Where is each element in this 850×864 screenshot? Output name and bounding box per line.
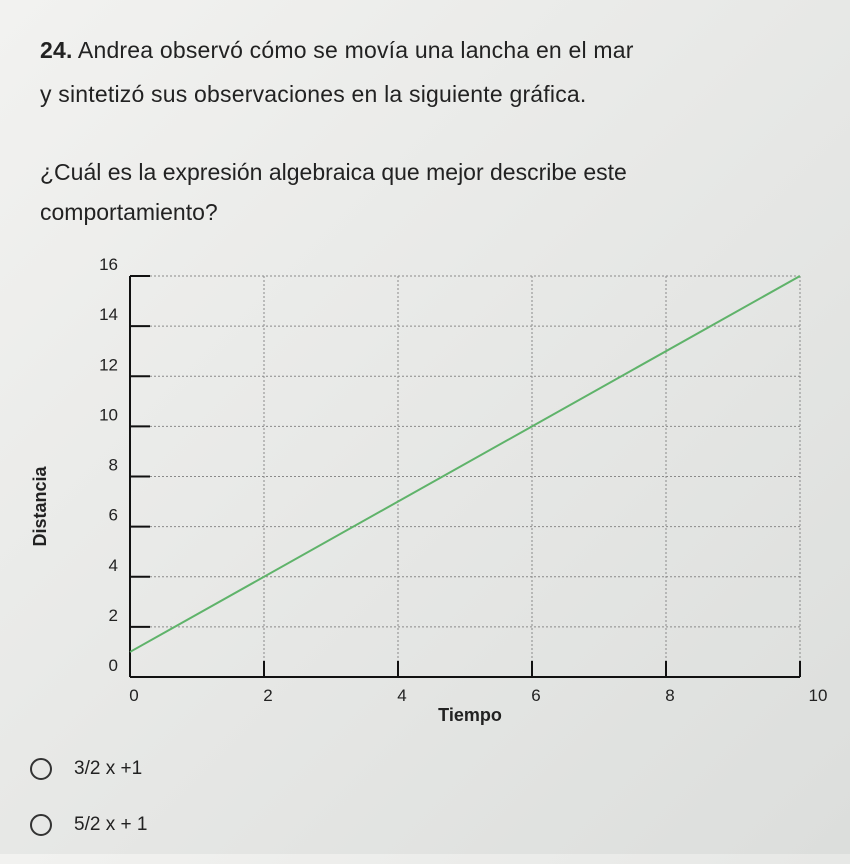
x-tick-label: 10	[809, 686, 828, 705]
question-number: 24.	[40, 37, 73, 63]
option-a-label: 3/2 x +1	[74, 758, 143, 779]
answer-options: 3/2 x +1 5/2 x + 1	[30, 752, 147, 864]
radio-button-b[interactable]	[30, 814, 52, 836]
option-b-label: 5/2 x + 1	[74, 814, 148, 835]
y-tick-label: 10	[99, 405, 118, 424]
distance-time-chart: 0 2 4 6 8 10 12 14 16 0 2 4 6 8 10 Tiempo Distancia	[30, 255, 828, 725]
x-tick-label: 2	[263, 686, 272, 705]
y-axis-label: Distancia	[30, 466, 50, 547]
y-tick-label: 12	[99, 355, 118, 374]
question-line-2: y sintetizó sus observaciones en la sigu…	[40, 81, 587, 107]
x-tick-label: 6	[531, 686, 540, 705]
y-tick-label: 16	[99, 255, 118, 274]
y-tick-label: 4	[109, 556, 118, 575]
radio-button-a[interactable]	[30, 758, 52, 780]
y-tick-label: 0	[109, 656, 118, 675]
series-line-1	[129, 275, 801, 653]
x-axis-label: Tiempo	[438, 705, 502, 725]
y-tick-label: 8	[109, 456, 118, 475]
y-tick-label: 14	[99, 305, 118, 324]
x-tick-label: 0	[129, 686, 138, 705]
y-tick-label: 2	[109, 606, 118, 625]
option-a[interactable]: 3/2 x +1	[30, 752, 147, 786]
question-prompt: ¿Cuál es la expresión algebraica que mej…	[40, 152, 830, 232]
x-tick-label: 4	[397, 686, 406, 705]
prompt-line-1: ¿Cuál es la expresión algebraica que mej…	[40, 159, 627, 185]
question-line-1: Andrea observó cómo se movía una lancha …	[77, 37, 634, 63]
y-tick-label: 6	[109, 506, 118, 525]
x-tick-label: 8	[665, 686, 674, 705]
option-b[interactable]: 5/2 x + 1	[30, 808, 147, 842]
question-text: 24. Andrea observó cómo se movía una lan…	[40, 28, 820, 116]
prompt-line-2: comportamiento?	[40, 199, 218, 225]
